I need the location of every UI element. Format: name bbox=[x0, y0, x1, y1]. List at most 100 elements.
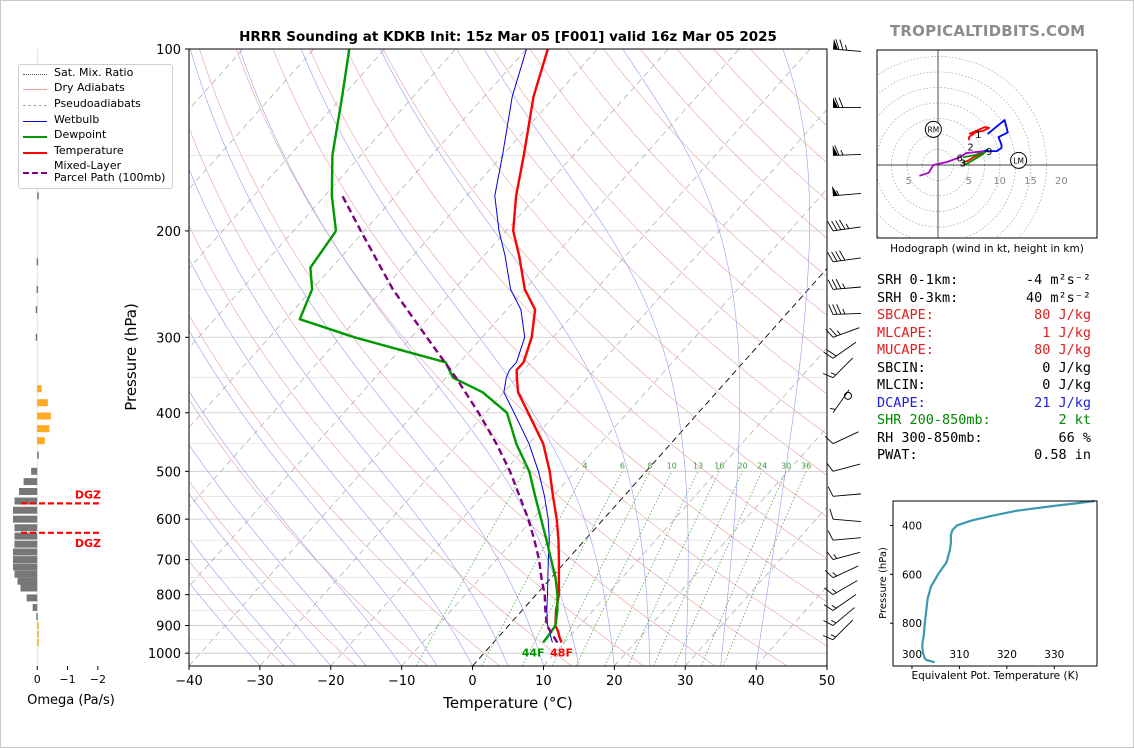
wind-barb bbox=[833, 144, 861, 155]
legend-item-wetbulb: Wetbulb bbox=[19, 114, 172, 128]
parameter-label: MUCAPE: bbox=[877, 342, 934, 360]
mixing-ratio-line bbox=[654, 471, 743, 666]
parameter-row: MUCAPE:80 J/kg bbox=[877, 342, 1107, 360]
theta-e-y-tick-label: 600 bbox=[902, 569, 922, 581]
parameter-value: 0 J/kg bbox=[1042, 360, 1091, 378]
omega-bar bbox=[13, 556, 37, 563]
theta-e-x-tick-label: 310 bbox=[949, 649, 969, 661]
wind-barb bbox=[825, 572, 858, 597]
omega-bar bbox=[27, 594, 38, 601]
legend-label: Mixed-Layer Parcel Path (100mb) bbox=[54, 160, 165, 184]
hodograph-height-label: 1 bbox=[975, 130, 981, 141]
omega-bar bbox=[36, 334, 38, 341]
omega-bar bbox=[31, 468, 37, 475]
wind-barb bbox=[824, 600, 855, 628]
parameter-label: PWAT: bbox=[877, 447, 918, 465]
omega-bar bbox=[37, 452, 39, 459]
mixing-ratio-label: 30 bbox=[781, 461, 791, 470]
omega-bar bbox=[14, 571, 37, 578]
isotherm bbox=[260, 49, 810, 666]
y-tick-label: 800 bbox=[156, 589, 181, 604]
omega-bar bbox=[37, 425, 49, 432]
y-tick-label: 600 bbox=[156, 513, 181, 528]
x-tick-label: 40 bbox=[748, 674, 765, 689]
x-tick-label: 10 bbox=[535, 674, 552, 689]
mixing-ratio-label: 2 bbox=[522, 461, 527, 470]
legend-label: Temperature bbox=[54, 145, 124, 157]
mixing-ratio-label: 36 bbox=[801, 461, 811, 470]
surface-dewpoint-label: 44F bbox=[522, 646, 545, 659]
omega-bar bbox=[33, 604, 38, 611]
dry-adiabat bbox=[236, 49, 787, 666]
y-tick-label: 400 bbox=[156, 407, 181, 422]
parameter-row: SHR 200-850mb:2 kt bbox=[877, 412, 1107, 430]
omega-bar bbox=[37, 437, 45, 444]
wind-barb bbox=[828, 528, 861, 541]
omega-bar bbox=[14, 541, 37, 548]
hodograph-height-label: 6 bbox=[957, 153, 963, 164]
mixing-ratio-line bbox=[675, 471, 762, 666]
legend-swatch bbox=[23, 136, 47, 138]
pseudoadiabat bbox=[190, 49, 543, 666]
parameter-row: SBCAPE:80 J/kg bbox=[877, 307, 1107, 325]
omega-bar bbox=[37, 399, 48, 406]
mixing-ratio-line bbox=[605, 471, 698, 666]
y-tick-label: 1000 bbox=[148, 647, 181, 662]
legend-label: Sat. Mix. Ratio bbox=[54, 67, 133, 79]
omega-bar bbox=[13, 563, 37, 570]
wind-barb bbox=[832, 183, 861, 195]
mixing-ratio-label: 16 bbox=[714, 461, 724, 470]
omega-bar bbox=[13, 516, 37, 523]
y-axis-label: Pressure (hPa) bbox=[122, 303, 140, 411]
hodograph-ring-label: 15 bbox=[1024, 176, 1037, 187]
wind-barb bbox=[828, 277, 861, 290]
omega-bar bbox=[37, 413, 51, 420]
theta-e-x-tick-label: 300 bbox=[902, 649, 922, 661]
wind-barb bbox=[828, 484, 861, 497]
wind-barb bbox=[826, 318, 859, 338]
hodograph-ring-label: 20 bbox=[1055, 176, 1068, 187]
x-tick-label: 50 bbox=[819, 674, 836, 689]
legend-label: Dry Adiabats bbox=[54, 82, 125, 94]
omega-x-tick-label: 0 bbox=[34, 673, 41, 686]
wind-barb bbox=[828, 217, 861, 231]
omega-bar bbox=[19, 488, 37, 495]
wind-barb bbox=[825, 423, 858, 446]
legend-swatch bbox=[23, 74, 47, 75]
legend-swatch bbox=[23, 121, 47, 122]
parameter-row: RH 300-850mb:66 % bbox=[877, 430, 1107, 448]
mixing-ratio-line bbox=[416, 471, 524, 666]
x-tick-label: −10 bbox=[388, 674, 415, 689]
wind-barb bbox=[829, 303, 861, 314]
hodograph-height-label: 9 bbox=[986, 147, 992, 158]
parameter-row: PWAT:0.58 in bbox=[877, 447, 1107, 465]
parameter-label: SBCIN: bbox=[877, 360, 926, 378]
omega-bar bbox=[37, 639, 39, 646]
x-tick-label: −40 bbox=[175, 674, 202, 689]
wind-barb bbox=[828, 248, 861, 262]
series-wetbulb bbox=[495, 49, 553, 643]
parameter-value: 66 % bbox=[1058, 430, 1091, 448]
omega-bar bbox=[37, 286, 39, 293]
hodograph-title: Hodograph (wind in kt, height in km) bbox=[890, 243, 1084, 255]
omega-bar bbox=[13, 548, 37, 555]
dgz-label: DGZ bbox=[75, 537, 101, 550]
parameter-value: 1 J/kg bbox=[1042, 325, 1091, 343]
series-dewpoint-upper bbox=[332, 49, 350, 231]
legend-item-dry: Dry Adiabats bbox=[19, 82, 172, 96]
theta-e-y-tick-label: 800 bbox=[902, 618, 922, 630]
y-tick-label: 900 bbox=[156, 620, 181, 635]
parameter-value: 21 J/kg bbox=[1034, 395, 1091, 413]
wind-barb bbox=[827, 543, 860, 561]
parameter-value: 2 kt bbox=[1058, 412, 1091, 430]
mixing-ratio-label: 8 bbox=[647, 461, 652, 470]
omega-x-tick-label: −2 bbox=[90, 673, 106, 686]
parameter-label: SRH 0-3km: bbox=[877, 290, 958, 308]
parameter-row: SBCIN: 0 J/kg bbox=[877, 360, 1107, 378]
x-tick-label: 0 bbox=[468, 674, 476, 689]
isotherm bbox=[118, 49, 668, 666]
hodograph-frame bbox=[877, 50, 1097, 238]
calm-wind-marker bbox=[845, 392, 852, 399]
